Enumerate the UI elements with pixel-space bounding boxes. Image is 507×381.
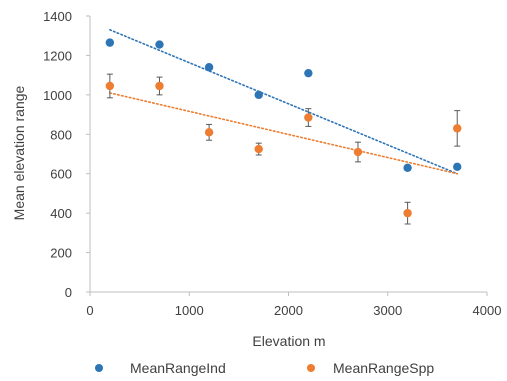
x-tick-label: 2000 [274, 303, 303, 318]
data-point-series-1 [155, 81, 164, 91]
legend-marker-meanrangespp [307, 364, 315, 372]
legend-label-meanrangespp: MeanRangeSpp [333, 360, 434, 376]
data-point-series-0 [155, 40, 164, 49]
trendline-series-1 [109, 92, 459, 175]
axes [86, 15, 488, 296]
y-tick-label: 1400 [43, 9, 72, 24]
legend-label-meanrangeind: MeanRangeInd [130, 360, 226, 376]
legend: MeanRangeInd MeanRangeSpp [95, 360, 434, 376]
y-axis-title: Mean elevation range [11, 85, 27, 220]
y-tick-label: 200 [50, 246, 72, 261]
data-point-series-0 [453, 162, 462, 172]
y-tick-label: 1000 [43, 88, 72, 103]
data-point-series-1 [204, 128, 214, 137]
data-point-series-0 [254, 90, 263, 100]
y-tick-label: 0 [65, 285, 72, 300]
x-tick-label: 4000 [473, 303, 502, 318]
data-point-series-1 [403, 208, 412, 218]
legend-marker-meanrangeind [95, 364, 103, 372]
data-point-series-0 [304, 68, 313, 78]
data-point-series-0 [105, 38, 115, 47]
data-point-series-0 [403, 163, 412, 172]
data-point-series-1 [105, 81, 115, 91]
data-points [105, 38, 462, 218]
error-bars [106, 73, 461, 225]
trendlines [109, 28, 459, 175]
x-axis-title: Elevation m [252, 333, 325, 349]
x-tick-label: 1000 [175, 303, 204, 318]
y-tick-label: 1200 [43, 48, 72, 63]
data-point-series-0 [204, 63, 214, 72]
x-tick-label: 3000 [373, 303, 402, 318]
data-point-series-1 [353, 147, 363, 157]
data-point-series-1 [304, 113, 313, 122]
y-tick-label: 600 [50, 167, 72, 182]
tick-labels: 0 1000 2000 3000 4000 0 200 400 600 800 1000 1200 14… [43, 9, 501, 318]
trendline-series-0 [109, 28, 459, 175]
y-tick-label: 400 [50, 206, 72, 221]
data-point-series-1 [453, 124, 462, 133]
y-tick-label: 800 [50, 127, 72, 142]
x-tick-label: 0 [86, 303, 93, 318]
data-point-series-1 [254, 144, 263, 154]
